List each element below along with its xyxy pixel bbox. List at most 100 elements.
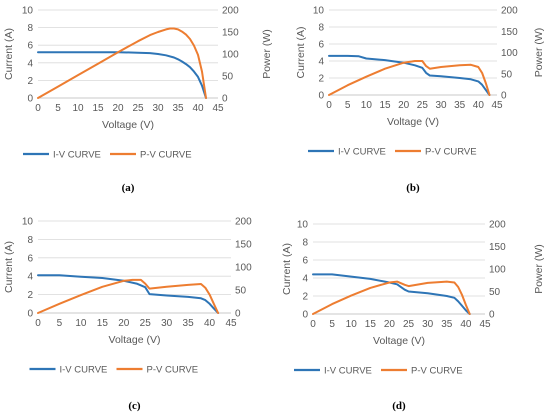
x-tick-label: 20	[398, 100, 410, 111]
series-line-p-v-curve	[312, 280, 471, 315]
x-tick-label: 25	[132, 103, 144, 114]
x-tick-label: 10	[72, 103, 84, 114]
legend-label: P-V CURVE	[140, 150, 192, 161]
x-tick-label: 40	[204, 318, 216, 329]
x-tick-label: 10	[346, 319, 358, 330]
x-tick-label: 40	[460, 319, 472, 330]
x-tick-label: 40	[192, 103, 204, 114]
x-tick-label: 10	[75, 318, 87, 329]
panel-label: (c)	[128, 400, 141, 412]
series-line-i-v-curve	[37, 51, 207, 99]
x-tick-label: 0	[35, 103, 41, 114]
x-tick-label: 30	[161, 318, 173, 329]
x-tick-label: 25	[140, 318, 152, 329]
y2-tick-label: 100	[222, 50, 239, 61]
x-axis-title: Voltage (V)	[373, 335, 425, 347]
x-tick-label: 35	[172, 103, 184, 114]
y2-tick-label: 200	[501, 6, 518, 17]
x-tick-label: 5	[57, 318, 63, 329]
y-tick-label: 8	[302, 238, 308, 249]
y-axis-title: Current (A)	[3, 241, 15, 293]
x-axis-title: Voltage (V)	[387, 116, 439, 128]
y2-tick-label: 0	[222, 94, 228, 105]
x-tick-label: 20	[118, 318, 130, 329]
y-tick-label: 6	[302, 256, 308, 267]
y2-axis-title: Power (W)	[261, 29, 273, 79]
series-line-i-v-curve	[312, 273, 471, 315]
panel-label: (b)	[406, 182, 420, 194]
legend-label: I-V CURVE	[324, 366, 372, 377]
x-tick-label: 0	[326, 100, 332, 111]
legend-label: P-V CURVE	[425, 147, 477, 158]
x-axis-title: Voltage (V)	[109, 334, 161, 346]
y-tick-label: 10	[22, 217, 34, 228]
y-tick-label: 6	[318, 40, 324, 51]
x-tick-label: 20	[112, 103, 124, 114]
y-tick-label: 4	[27, 58, 33, 69]
y-tick-label: 2	[318, 74, 324, 85]
legend-label: P-V CURVE	[411, 366, 463, 377]
x-tick-label: 45	[479, 319, 491, 330]
y2-axis-title: Power (W)	[533, 244, 545, 294]
x-tick-label: 5	[55, 103, 61, 114]
panel-label: (a)	[122, 182, 135, 194]
series-line-i-v-curve	[37, 274, 220, 314]
x-tick-label: 45	[225, 318, 237, 329]
y-tick-label: 0	[318, 91, 324, 102]
x-tick-label: 45	[491, 100, 503, 111]
x-tick-label: 40	[473, 100, 485, 111]
y2-tick-label: 50	[235, 286, 247, 297]
legend-label: I-V CURVE	[338, 147, 386, 158]
y2-axis-title: Power (W)	[533, 28, 545, 78]
x-tick-label: 15	[92, 103, 104, 114]
y-tick-label: 2	[302, 292, 308, 303]
y-tick-label: 8	[27, 235, 33, 246]
x-tick-label: 5	[329, 319, 335, 330]
y-tick-label: 4	[318, 57, 324, 68]
y-tick-label: 4	[27, 272, 33, 283]
y2-tick-label: 200	[235, 217, 252, 228]
y-tick-label: 10	[22, 6, 34, 17]
y2-tick-label: 50	[222, 72, 234, 83]
y-tick-label: 2	[27, 76, 33, 87]
y2-tick-label: 0	[501, 91, 507, 102]
x-tick-label: 25	[417, 100, 429, 111]
y-axis-title: Current (A)	[295, 27, 307, 79]
y2-tick-label: 150	[222, 28, 239, 39]
legend-label: I-V CURVE	[53, 150, 101, 161]
x-tick-label: 45	[212, 103, 224, 114]
x-tick-label: 30	[152, 103, 164, 114]
y-axis-title: Current (A)	[281, 243, 293, 295]
x-tick-label: 30	[422, 319, 434, 330]
y2-tick-label: 0	[235, 309, 241, 320]
y2-tick-label: 100	[489, 265, 506, 276]
x-tick-label: 0	[310, 319, 316, 330]
x-axis-title: Voltage (V)	[102, 119, 154, 131]
y-tick-label: 6	[27, 41, 33, 52]
x-tick-label: 0	[35, 318, 41, 329]
y2-tick-label: 200	[489, 220, 506, 231]
y2-tick-label: 100	[235, 263, 252, 274]
y2-tick-label: 0	[489, 310, 495, 321]
y-tick-label: 10	[297, 220, 309, 231]
y2-tick-label: 150	[489, 242, 506, 253]
x-tick-label: 15	[379, 100, 391, 111]
x-tick-label: 35	[441, 319, 453, 330]
y-tick-label: 0	[27, 309, 33, 320]
series-line-p-v-curve	[328, 60, 491, 96]
y-tick-label: 2	[27, 290, 33, 301]
y-tick-label: 4	[302, 274, 308, 285]
y-tick-label: 6	[27, 253, 33, 264]
x-tick-label: 35	[454, 100, 466, 111]
x-tick-label: 20	[384, 319, 396, 330]
y2-tick-label: 200	[222, 6, 239, 17]
y-tick-label: 8	[318, 23, 324, 34]
legend-label: I-V CURVE	[60, 365, 108, 376]
panel-label: (d)	[392, 400, 406, 412]
y-tick-label: 0	[27, 94, 33, 105]
